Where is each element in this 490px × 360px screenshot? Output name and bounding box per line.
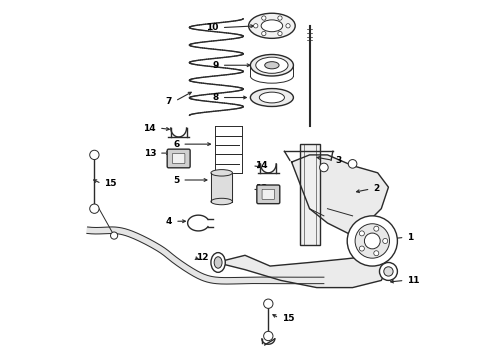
Text: 10: 10 [206, 23, 219, 32]
Text: 9: 9 [213, 61, 219, 70]
Circle shape [365, 233, 380, 249]
Text: 12: 12 [196, 253, 208, 262]
Text: 13: 13 [144, 149, 156, 158]
Bar [299, 144, 319, 244]
Circle shape [111, 232, 118, 239]
Ellipse shape [248, 13, 295, 39]
Circle shape [384, 267, 393, 276]
Circle shape [379, 262, 397, 280]
Text: 1: 1 [408, 233, 414, 242]
Text: 14: 14 [255, 161, 268, 170]
Text: 4: 4 [166, 217, 172, 226]
Ellipse shape [256, 57, 288, 73]
Ellipse shape [214, 257, 222, 268]
Circle shape [264, 331, 273, 341]
Circle shape [278, 16, 282, 20]
Ellipse shape [211, 170, 232, 176]
Circle shape [355, 224, 390, 258]
FancyBboxPatch shape [172, 153, 185, 163]
FancyBboxPatch shape [257, 185, 280, 204]
Ellipse shape [261, 20, 283, 32]
Circle shape [262, 16, 266, 20]
Ellipse shape [250, 54, 294, 76]
Text: 13: 13 [255, 184, 268, 193]
FancyBboxPatch shape [262, 189, 274, 199]
Polygon shape [292, 155, 389, 234]
Circle shape [359, 246, 365, 251]
Circle shape [319, 163, 328, 172]
Circle shape [383, 238, 388, 243]
Polygon shape [87, 227, 324, 284]
Ellipse shape [265, 62, 279, 69]
Circle shape [90, 204, 99, 213]
Ellipse shape [259, 92, 285, 103]
Circle shape [264, 299, 273, 309]
Ellipse shape [211, 253, 225, 273]
Text: 11: 11 [408, 276, 420, 285]
Circle shape [254, 24, 258, 28]
Circle shape [347, 216, 397, 266]
Text: 14: 14 [144, 123, 156, 132]
Circle shape [374, 226, 379, 231]
Text: 5: 5 [173, 176, 179, 185]
Text: 6: 6 [173, 140, 179, 149]
FancyBboxPatch shape [167, 149, 190, 168]
Text: 15: 15 [104, 179, 117, 188]
Circle shape [286, 24, 290, 28]
Polygon shape [216, 255, 389, 288]
Text: 2: 2 [373, 184, 380, 193]
Text: 15: 15 [282, 314, 294, 323]
Circle shape [348, 159, 357, 168]
Circle shape [90, 150, 99, 159]
Ellipse shape [211, 198, 232, 205]
Circle shape [262, 31, 266, 36]
Circle shape [374, 251, 379, 256]
Circle shape [278, 31, 282, 36]
Text: 3: 3 [336, 156, 342, 165]
Circle shape [359, 231, 365, 236]
Ellipse shape [250, 89, 294, 107]
Text: 7: 7 [166, 96, 172, 105]
Text: 8: 8 [213, 93, 219, 102]
